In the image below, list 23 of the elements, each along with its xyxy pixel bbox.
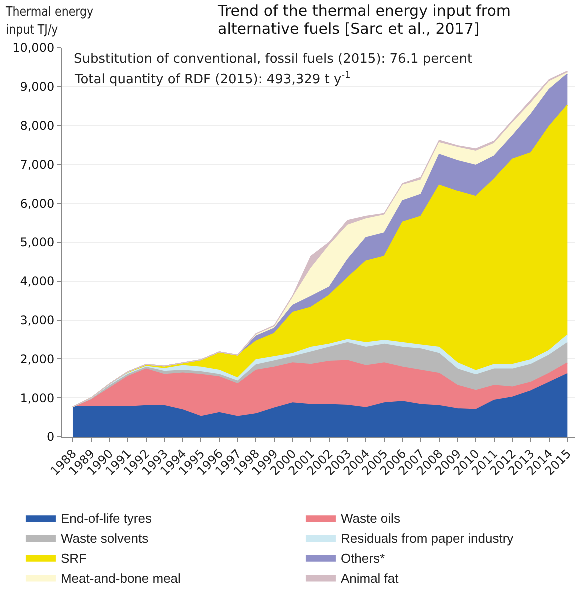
y-tick-label: 2,000 <box>20 352 55 366</box>
chart-title: Trend of the thermal energy input from alternative fuels [Sarc et al., 2017] <box>218 2 512 38</box>
legend-label: Animal fat <box>340 570 400 586</box>
legend-label: Waste oils <box>340 511 401 526</box>
y-tick-label: 6,000 <box>20 196 55 211</box>
annotation: Total quantity of RDF (2015): 493,329 t y$^{-1}$ <box>74 71 351 88</box>
y-tick-label: 0 <box>46 430 55 444</box>
y-tick-label: 9,000 <box>20 80 55 94</box>
legend-label: SRF <box>60 550 88 566</box>
legend-label: Residuals from paper industry <box>340 531 514 546</box>
legend-label: Others* <box>340 550 386 566</box>
y-axis-title: Thermal energy input TJ/y <box>6 4 95 40</box>
y-tick-label: 4,000 <box>20 274 55 289</box>
y-tick-label: 7,000 <box>20 158 55 172</box>
y-tick-label: 10,000 <box>12 41 55 56</box>
y-tick-label: 5,000 <box>20 236 55 250</box>
y-tick-label: 3,000 <box>20 314 55 328</box>
annotation: Substitution of conventional, fossil fuels (2015): 76.1 percent <box>74 52 473 67</box>
y-tick-label: 8,000 <box>20 119 55 133</box>
legend-label: End-of-life tyres <box>60 511 152 526</box>
legend-label: Meat-and-bone meal <box>60 570 182 586</box>
y-tick-label: 1,000 <box>20 391 55 406</box>
legend-label: Waste solvents <box>60 531 150 546</box>
